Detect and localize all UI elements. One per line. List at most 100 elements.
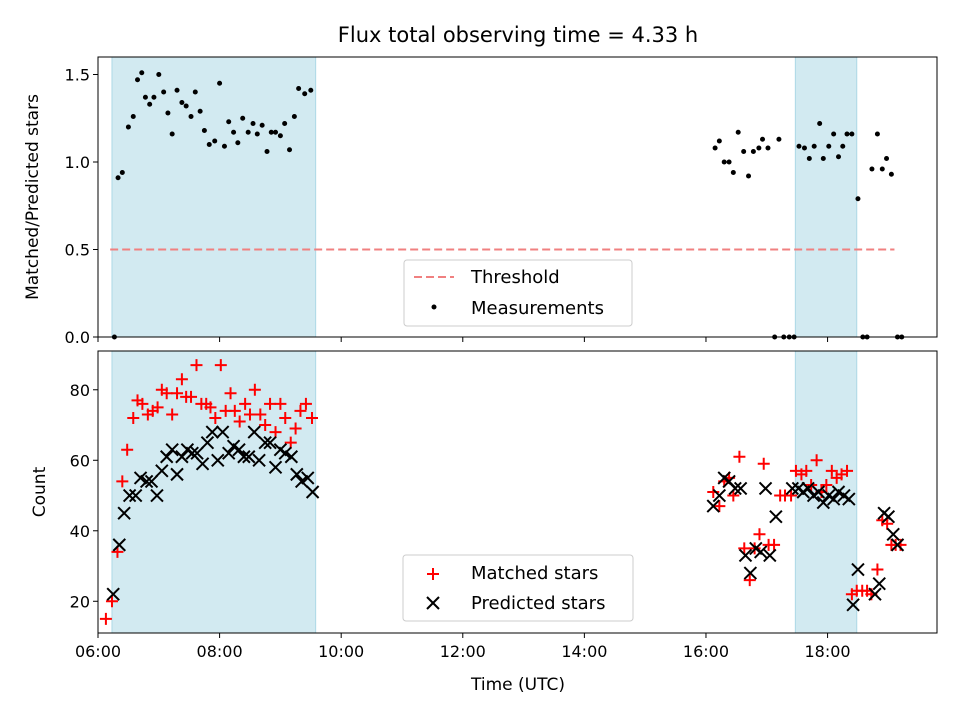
predicted-star-marker	[175, 450, 189, 464]
measurement-point	[726, 159, 732, 165]
predicted-star-marker	[890, 538, 905, 552]
matched-star-marker	[274, 397, 287, 410]
bottom-panel: 20 40 60 80 06:00 08:00 10:00 12:00 14:00 16:00 1…	[30, 350, 938, 695]
matched-star-marker	[841, 464, 854, 477]
predicted-star-marker	[290, 467, 304, 482]
matched-star-marker	[190, 359, 203, 372]
measurement-point	[135, 77, 141, 83]
matched-star-marker	[707, 486, 720, 498]
predicted-star-marker	[826, 492, 841, 506]
measurement-point	[855, 196, 861, 202]
matched-star-marker	[306, 411, 319, 424]
predicted-star-marker	[868, 587, 882, 601]
measurement-point	[125, 124, 131, 130]
measurement-point	[264, 149, 270, 154]
measurement-point	[165, 110, 171, 116]
measurement-point	[760, 136, 766, 142]
matched-star-marker	[160, 387, 173, 400]
predicted-star-marker	[247, 425, 261, 439]
y-tick-label: 20	[70, 592, 90, 611]
legend-measurement-label: Measurements	[471, 298, 604, 319]
measurement-point	[254, 131, 260, 137]
measurement-point	[268, 129, 274, 135]
legend-matched-label: Matched stars	[471, 563, 598, 584]
predicted-star-marker	[128, 488, 143, 503]
x-tick-label: 10:00	[318, 642, 364, 661]
matched-star-marker	[254, 408, 267, 421]
predicted-star-marker	[237, 450, 251, 464]
predicted-star-marker	[785, 481, 800, 496]
measurement-point	[746, 173, 752, 179]
measurement-point	[735, 129, 741, 135]
matched-star-marker	[136, 397, 149, 410]
measurement-point	[273, 129, 279, 135]
predicted-star-marker	[159, 450, 174, 464]
measurement-point	[250, 121, 256, 126]
matched-star-marker	[224, 387, 237, 400]
measurement-point	[115, 175, 121, 181]
measurement-point	[869, 166, 875, 172]
measurement-point	[302, 91, 308, 97]
predicted-star-marker	[195, 457, 210, 471]
x-tick-label: 16:00	[683, 642, 729, 661]
measurement-point	[188, 114, 194, 119]
measurement-point	[161, 89, 167, 95]
matched-star-marker	[116, 475, 129, 488]
measurement-point	[221, 143, 227, 149]
matched-star-marker	[121, 443, 134, 456]
predicted-star-marker	[733, 481, 748, 496]
chart-title: Flux total observing time = 4.33 h	[338, 23, 698, 47]
matched-star-marker	[248, 383, 261, 396]
matched-star-marker	[269, 426, 282, 439]
predicted-star-marker	[252, 453, 266, 467]
predicted-star-marker	[753, 545, 768, 559]
measurement-point	[291, 114, 297, 119]
predicted-star-marker	[200, 435, 215, 450]
measurement-point	[296, 86, 302, 91]
matched-star-marker	[785, 489, 798, 502]
predicted-star-marker	[215, 425, 230, 439]
measurement-point	[206, 142, 212, 147]
measurement-point	[849, 131, 855, 137]
measurement-point	[836, 154, 842, 160]
measurement-point	[277, 133, 283, 139]
matched-star-marker	[243, 408, 256, 421]
measurement-point	[721, 159, 727, 165]
matched-star-marker	[871, 563, 884, 576]
shaded-region	[111, 350, 317, 634]
matched-star-marker	[204, 401, 217, 414]
measurement-point	[142, 94, 148, 100]
predicted-star-marker	[706, 499, 720, 513]
measurement-point	[119, 170, 125, 175]
measurement-point	[245, 129, 251, 135]
y-tick-label: 1.5	[65, 66, 90, 85]
matched-star-marker	[214, 359, 227, 372]
top-axes-frame	[97, 56, 938, 338]
measurement-point	[844, 131, 850, 137]
matched-star-marker	[228, 404, 241, 417]
bottom-legend: Matched stars Predicted stars	[402, 554, 634, 622]
measurement-point	[217, 80, 223, 86]
matched-star-marker	[757, 457, 770, 470]
predicted-star-marker	[769, 509, 783, 524]
measurement-point	[840, 143, 846, 149]
matched-star-marker	[209, 411, 222, 424]
predicted-star-points	[106, 425, 905, 612]
predicted-star-marker	[278, 446, 292, 460]
y-tick-label: 60	[70, 451, 90, 470]
predicted-star-marker	[150, 488, 164, 503]
measurement-point	[801, 145, 807, 151]
measurement-point	[147, 101, 153, 107]
x-tick-label: 14:00	[561, 642, 607, 661]
predicted-star-marker	[112, 538, 126, 552]
matched-star-marker	[175, 373, 188, 386]
predicted-star-marker	[763, 548, 777, 563]
measurement-point	[730, 170, 736, 175]
predicted-star-marker	[258, 435, 272, 450]
matched-star-marker	[800, 464, 813, 477]
predicted-star-marker	[872, 576, 886, 591]
predicted-star-marker	[886, 527, 900, 542]
matched-star-marker	[825, 464, 838, 477]
measurement-point	[183, 103, 189, 109]
